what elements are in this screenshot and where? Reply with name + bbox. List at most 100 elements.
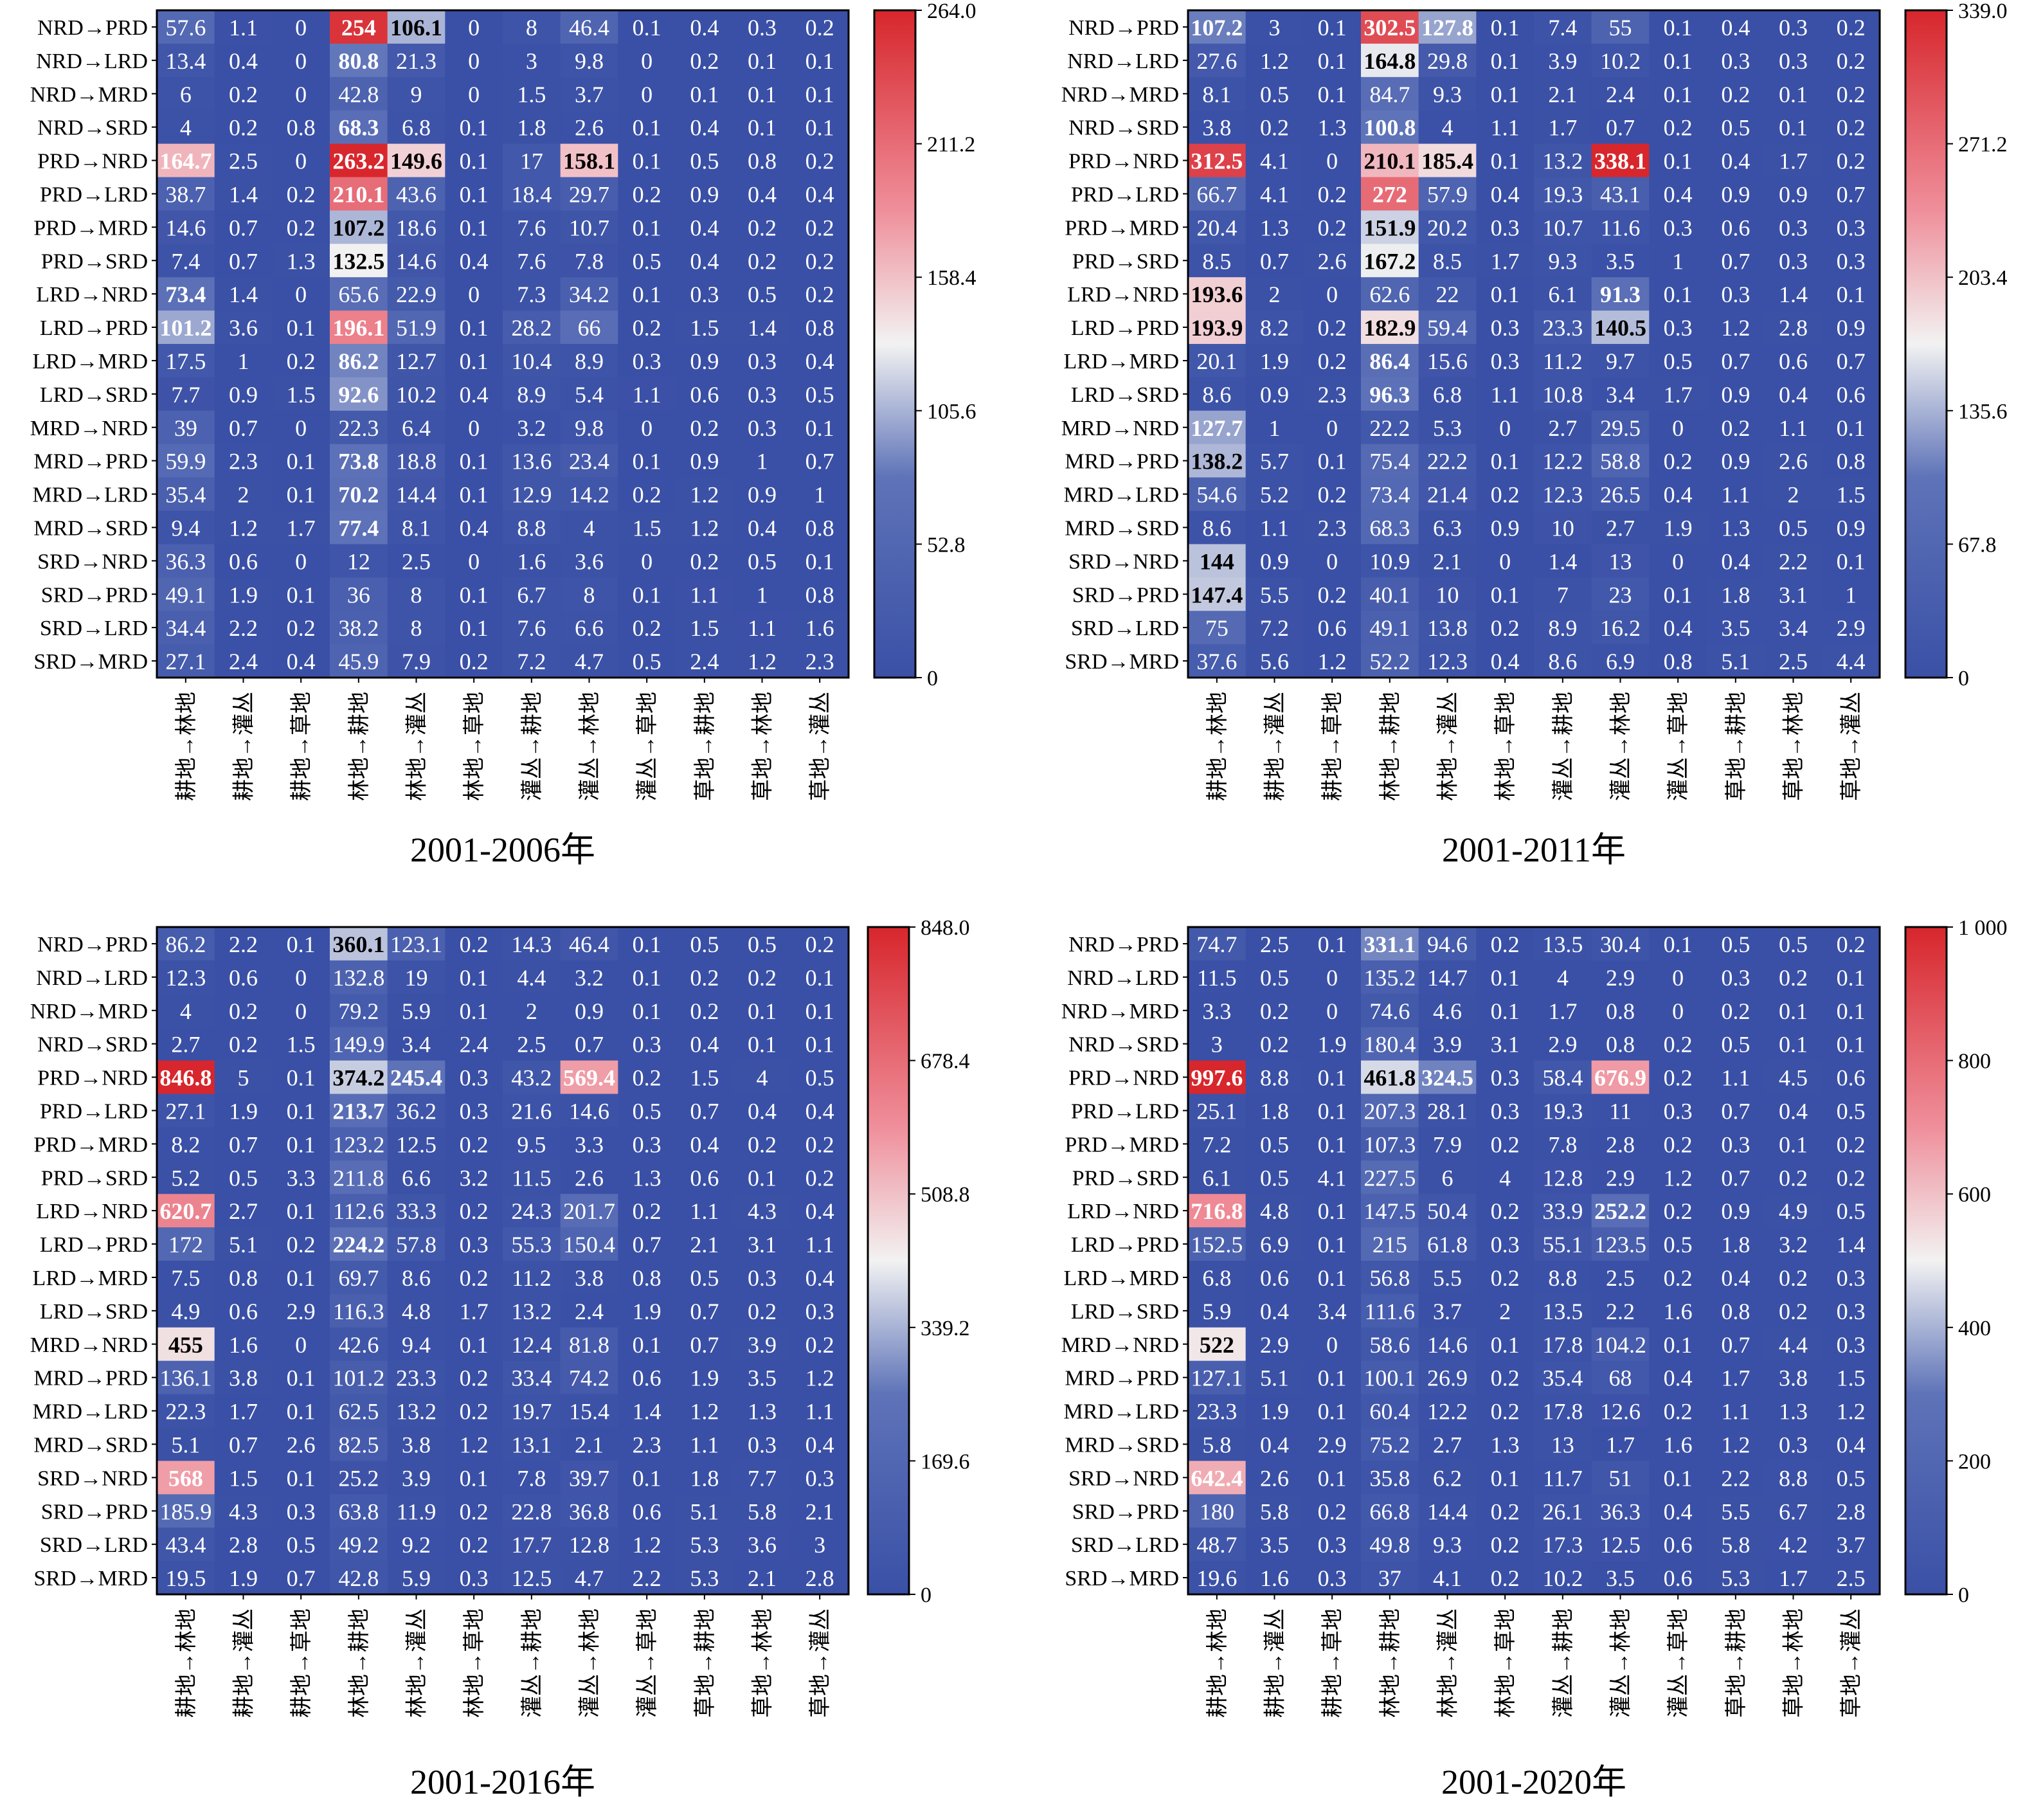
cell-value-label: 2.7	[229, 1198, 258, 1224]
heatmap-cell	[676, 110, 734, 145]
cell-value-label: 0.7	[1721, 1332, 1750, 1358]
heatmap-cell	[157, 1194, 215, 1228]
cell-value-label: 11.2	[512, 1265, 552, 1291]
cell-value-label: 0.1	[1318, 82, 1347, 107]
cell-value-label: 51.9	[396, 315, 437, 341]
heatmap-panel-3: 74.7 2.5 0.1 331.1 94.6 0.2 13.5 30.4 0.1 0.5 0.5 0…	[1061, 916, 2008, 1801]
cell-value-label: 0.3	[1721, 48, 1750, 74]
cell-value-label: 0.2	[460, 1265, 489, 1291]
cell-value-label: 568	[168, 1465, 203, 1491]
cell-value-label: 0.1	[287, 1399, 316, 1425]
cell-value-label: 1.2	[806, 1365, 834, 1391]
cell-value-label: 0.2	[287, 348, 316, 374]
heatmap-cell	[1591, 510, 1650, 545]
cell-value-label: 1.1	[229, 15, 258, 41]
cell-value-label: 1.8	[1721, 582, 1750, 608]
cell-value-label: 0.2	[633, 315, 662, 341]
cell-value-label: 0.1	[748, 48, 777, 74]
cell-value-label: 42.6	[338, 1332, 379, 1358]
cell-value-label: 4	[180, 115, 192, 141]
cell-value-label: 6	[1442, 1165, 1454, 1191]
heatmap-cell	[503, 444, 561, 478]
y-tick-label: MRD→SRD	[33, 516, 148, 540]
cell-value-label: 0.4	[1260, 1299, 1289, 1324]
heatmap-cell	[560, 1127, 618, 1161]
cell-value-label: 0.1	[1318, 1065, 1347, 1091]
heatmap-cell	[733, 927, 791, 961]
heatmap-cell	[272, 277, 330, 311]
cell-value-label: 5.1	[229, 1232, 258, 1257]
heatmap-cell	[618, 1127, 676, 1161]
cell-value-label: 4.1	[1318, 1165, 1347, 1191]
heatmap-cell	[1476, 43, 1534, 78]
heatmap-cell	[733, 344, 791, 378]
cell-value-label: 10	[1551, 515, 1574, 541]
cell-value-label: 14.6	[1427, 1332, 1468, 1358]
heatmap-cell	[1649, 544, 1707, 578]
cell-value-label: 0.1	[287, 1365, 316, 1391]
cell-value-label: 4	[584, 515, 595, 541]
heatmap-cell	[214, 993, 273, 1028]
cell-value-label: 8.9	[517, 382, 546, 408]
heatmap-cell	[618, 1027, 676, 1061]
cell-value-label: 21.3	[396, 48, 437, 74]
heatmap-cell	[1188, 577, 1246, 611]
heatmap-cell	[214, 177, 273, 211]
heatmap-cell	[503, 544, 561, 578]
heatmap-cell	[618, 577, 676, 611]
heatmap-cell	[1188, 444, 1246, 478]
heatmap-cell	[618, 611, 676, 645]
cell-value-label: 0.2	[460, 932, 489, 957]
cell-value-label: 0.1	[1318, 1399, 1347, 1425]
cell-value-label: 0.3	[1318, 1565, 1347, 1591]
cell-value-label: 0.7	[229, 215, 258, 240]
heatmap-panel-1: 107.2 3 0.1 302.5 127.8 0.1 7.4 55 0.1 0.4 0.3 0.22…	[1061, 0, 2008, 869]
y-tick-label: PRD→MRD	[33, 1133, 148, 1157]
cell-value-label: 3.5	[1606, 248, 1635, 274]
cell-value-label: 5	[238, 1065, 249, 1091]
y-tick-label: LRD→SRD	[40, 383, 148, 407]
heatmap-cell	[272, 377, 330, 411]
cell-value-label: 312.5	[1191, 149, 1243, 174]
cell-value-label: 0.2	[1837, 1131, 1866, 1157]
heatmap-cell	[1822, 43, 1880, 78]
cell-value-label: 14.2	[569, 482, 609, 508]
heatmap-cell	[791, 143, 849, 177]
cell-value-label: 620.7	[159, 1198, 212, 1224]
heatmap-cell	[157, 244, 215, 278]
x-tick-label: 耕地→灌丛	[232, 692, 256, 801]
heatmap-cell	[272, 244, 330, 278]
heatmap-cell	[387, 1027, 446, 1061]
cell-value-label: 5.9	[402, 1565, 431, 1591]
y-tick-label: NRD→LRD	[36, 966, 148, 990]
heatmap-cell	[157, 143, 215, 177]
heatmap-cell	[445, 544, 503, 578]
cell-value-label: 68.3	[338, 115, 379, 141]
heatmap-cell	[560, 210, 618, 244]
y-tick-label: MRD→LRD	[33, 483, 148, 507]
heatmap-cell	[1361, 611, 1419, 645]
cell-value-label: 0.1	[1664, 932, 1693, 957]
y-tick-label: SRD→LRD	[40, 1533, 148, 1557]
cell-value-label: 12.9	[511, 482, 552, 508]
heatmap-cell	[387, 110, 446, 145]
cell-value-label: 14.7	[1427, 965, 1468, 991]
heatmap-cell	[618, 544, 676, 578]
colorbar-tick-label: 600	[1958, 1183, 1991, 1207]
heatmap-cell	[445, 444, 503, 478]
heatmap-cell	[733, 311, 791, 345]
heatmap-cell	[1418, 444, 1477, 478]
cell-value-label: 0.5	[1664, 348, 1693, 374]
y-tick-label: NRD→MRD	[1061, 1000, 1179, 1023]
cell-value-label: 0	[295, 48, 307, 74]
cell-value-label: 12.4	[511, 1332, 552, 1358]
y-tick-label: PRD→MRD	[33, 216, 148, 240]
cell-value-label: 6.9	[1260, 1232, 1289, 1257]
cell-value-label: 0.2	[1491, 1265, 1520, 1291]
cell-value-label: 0.2	[460, 1365, 489, 1391]
heatmap-cell	[560, 1094, 618, 1128]
cell-value-label: 0.7	[1721, 248, 1750, 274]
heatmap-cell	[445, 210, 503, 244]
heatmap-cell	[330, 960, 388, 995]
x-tick-label: 灌丛→草地	[1666, 692, 1691, 801]
